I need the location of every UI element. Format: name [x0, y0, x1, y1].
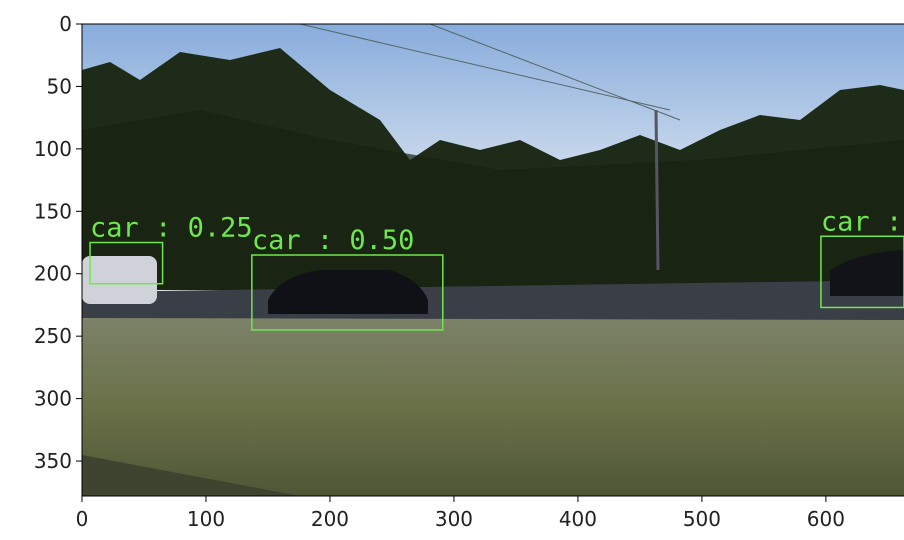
y-tick-label: 50 — [47, 74, 72, 98]
photo — [82, 24, 904, 496]
x-tick-label: 200 — [311, 507, 349, 531]
x-tick-label: 600 — [807, 507, 845, 531]
y-tick-label: 300 — [34, 387, 72, 411]
x-tick-label: 400 — [559, 507, 597, 531]
x-tick-label: 300 — [435, 507, 473, 531]
x-tick-label: 0 — [76, 507, 89, 531]
y-tick-label: 150 — [34, 199, 72, 223]
y-tick-label: 250 — [34, 324, 72, 348]
y-tick-label: 100 — [34, 137, 72, 161]
y-tick-label: 200 — [34, 262, 72, 286]
y-tick-label: 0 — [59, 12, 72, 36]
detection-label: car : 0.50 — [252, 225, 415, 256]
y-tick-label: 350 — [34, 449, 72, 473]
detection-label: car : 0.25 — [90, 213, 253, 244]
chart: 0 100 200 300 400 500 600 0 50 100 150 200 250 300 350… — [0, 0, 904, 536]
x-tick-label: 500 — [683, 507, 721, 531]
detection-label: car : — [821, 206, 902, 237]
x-tick-label: 100 — [187, 507, 225, 531]
